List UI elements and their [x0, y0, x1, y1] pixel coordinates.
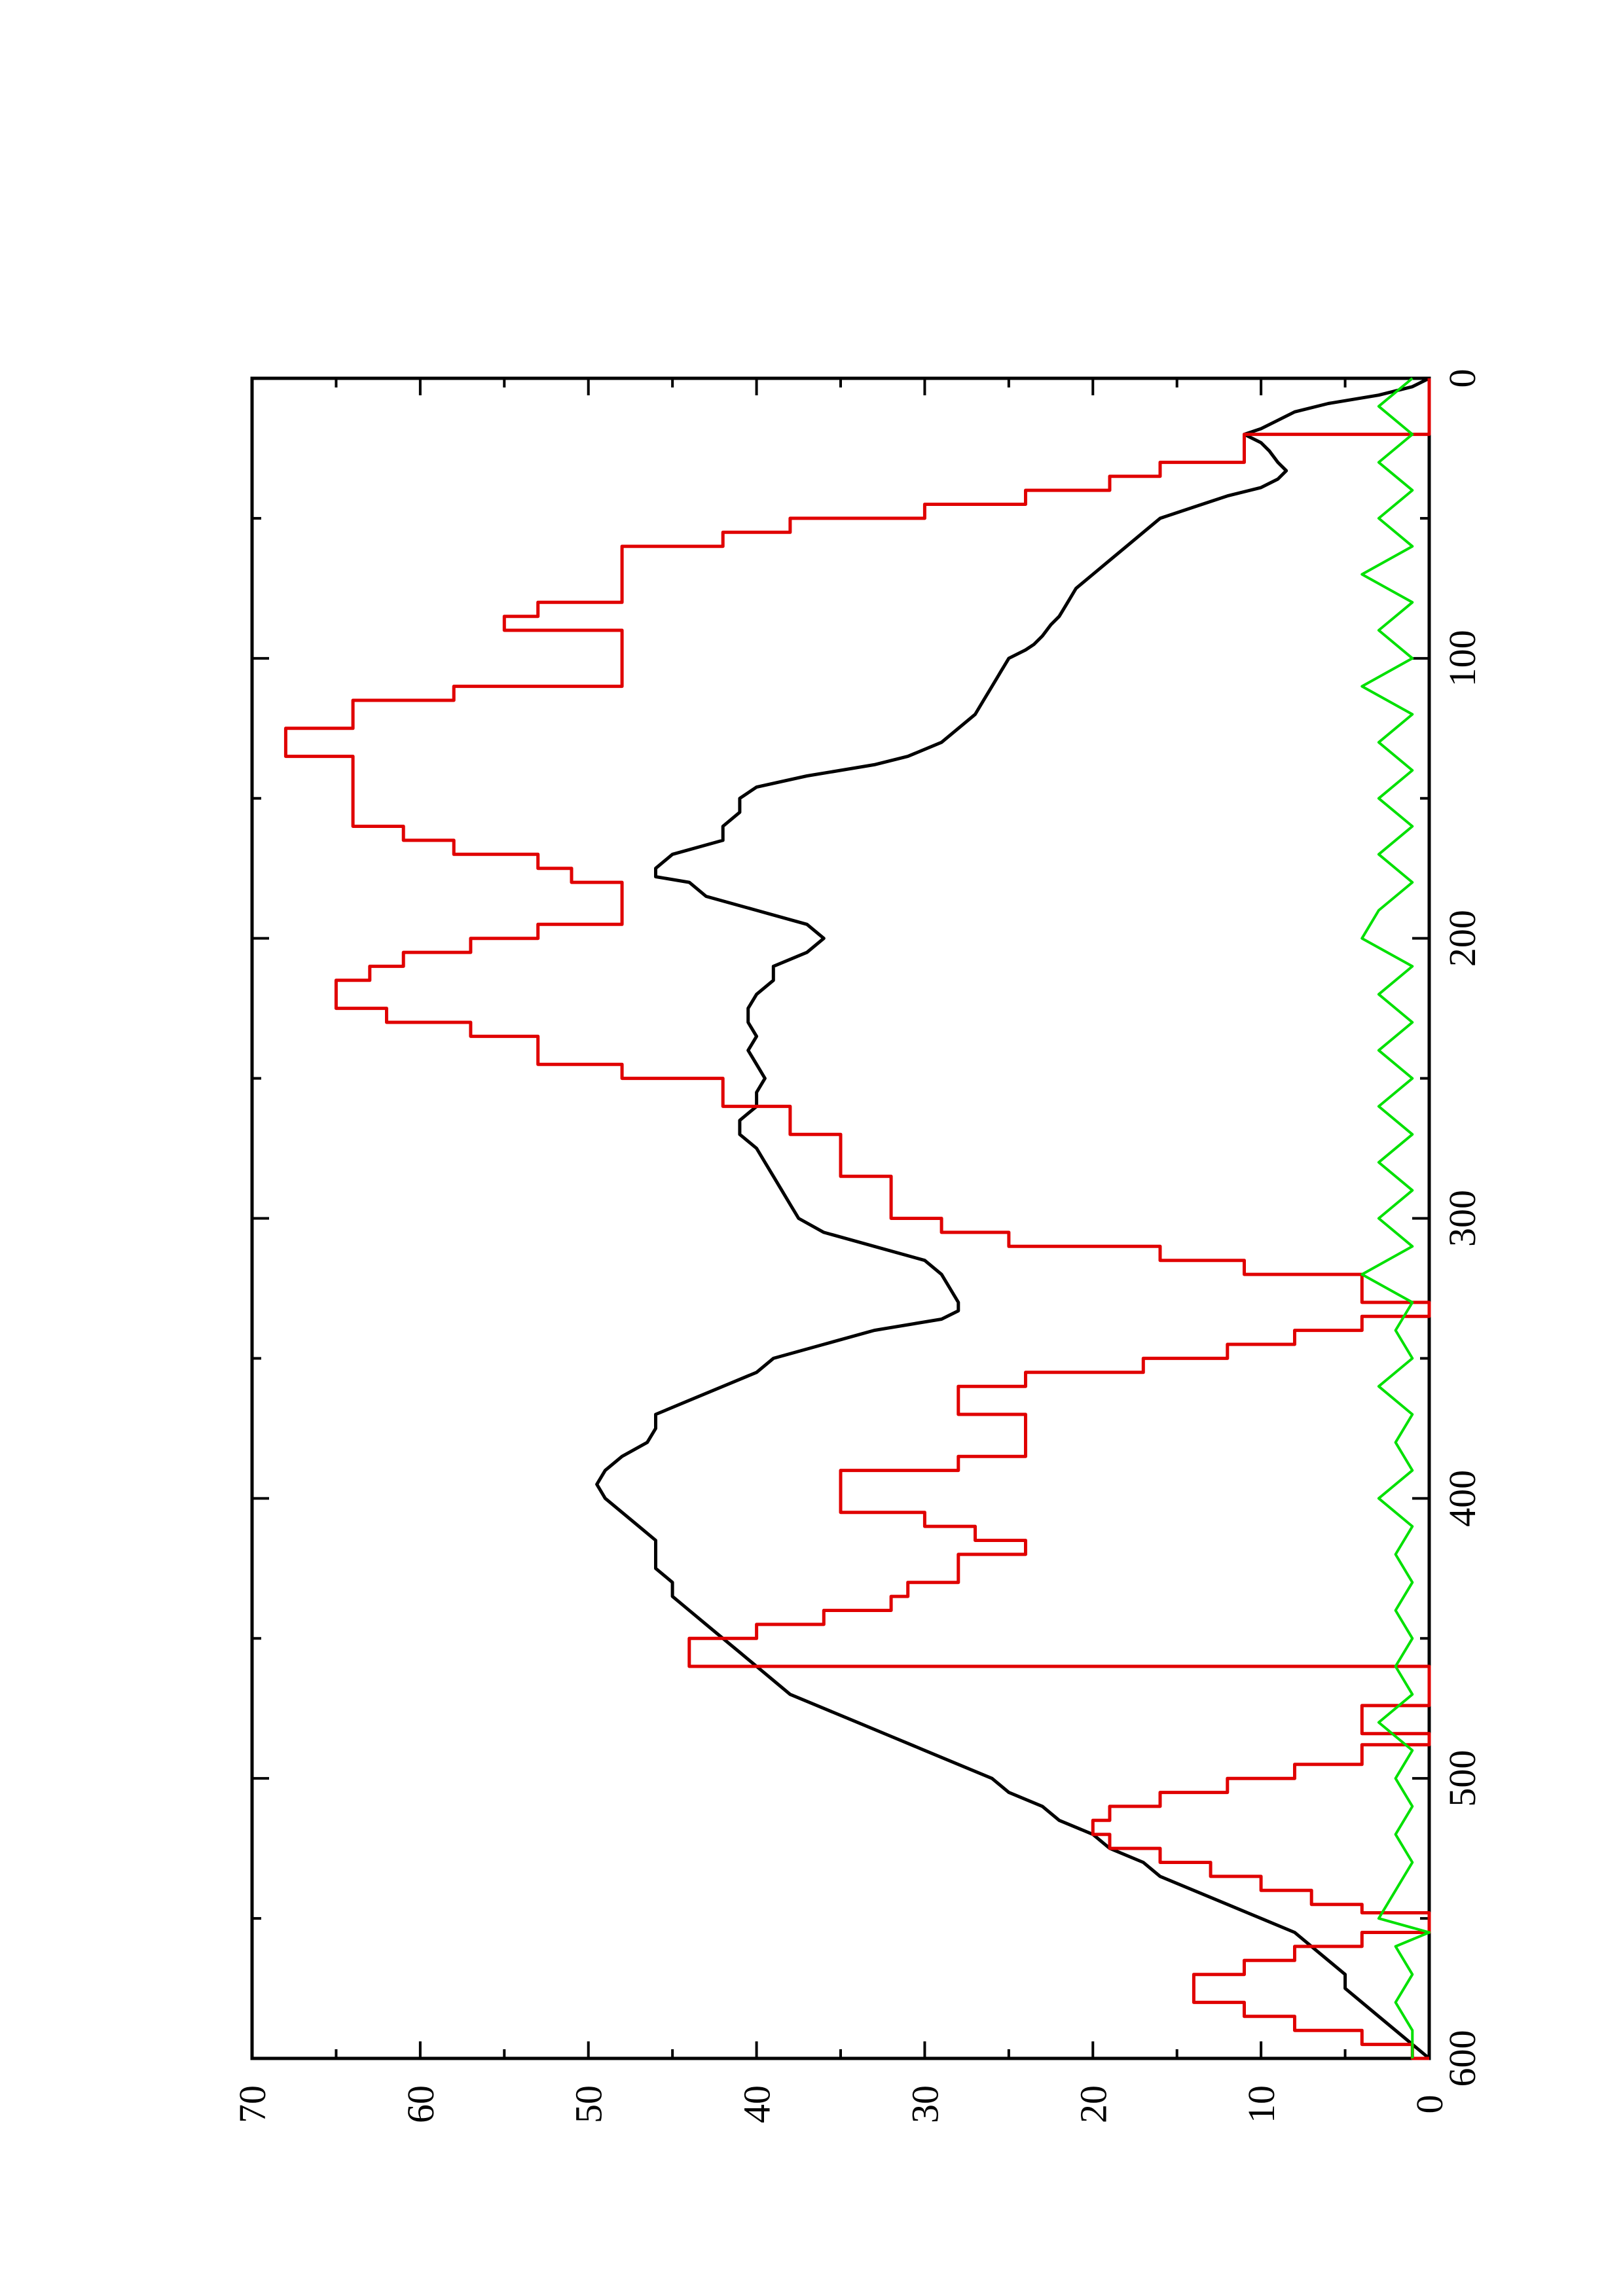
series-line-1 — [283, 378, 1431, 2060]
plot-area: 0 100 200 300 400 500 600 0 10 20 30 40 50 60 70 — [231, 369, 1484, 2124]
y-tick-label: 70 — [231, 2085, 274, 2123]
x-tick-label: 0 — [1441, 369, 1484, 388]
x-tick-label: 500 — [1441, 1750, 1484, 1807]
y-tick-label: 60 — [399, 2085, 442, 2123]
x-tick-label: 600 — [1441, 2030, 1484, 2087]
y-tick-label: 50 — [568, 2085, 610, 2123]
y-tick-label: 0 — [1408, 2095, 1451, 2114]
series-line-0 — [595, 376, 1431, 2060]
y-tick-label: 40 — [736, 2085, 778, 2123]
y-tick-label: 10 — [1240, 2085, 1283, 2123]
y-tick-label: 20 — [1072, 2085, 1114, 2123]
x-tick-label: 100 — [1441, 630, 1484, 687]
x-tick-label: 300 — [1441, 1190, 1484, 1247]
x-tick-label: 200 — [1441, 910, 1484, 967]
y-tick-label: 30 — [903, 2085, 946, 2123]
series-line-2 — [1360, 377, 1431, 2058]
plot-frame — [250, 376, 1431, 2060]
x-tick-label: 400 — [1441, 1470, 1484, 1527]
